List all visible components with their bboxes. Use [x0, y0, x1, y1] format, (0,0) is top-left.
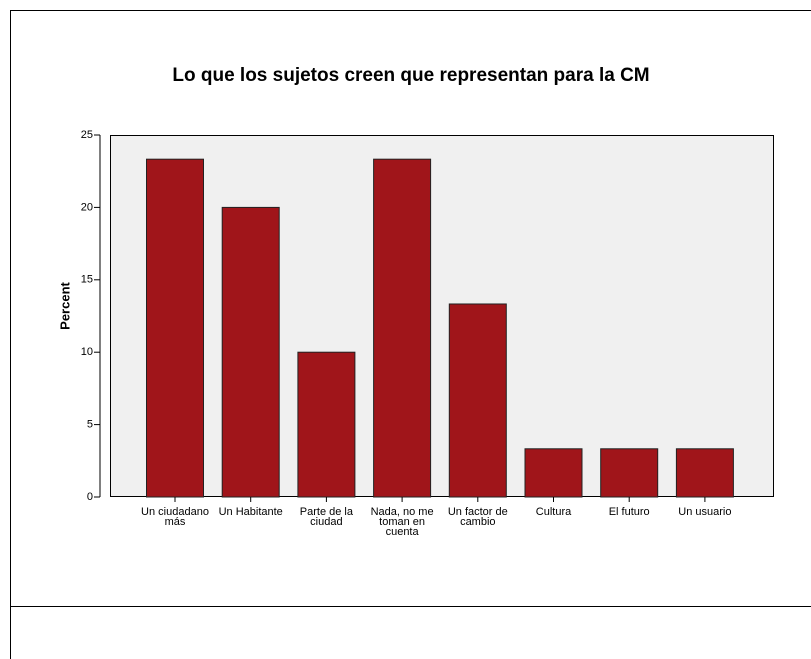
y-tick-label: 0: [87, 491, 93, 503]
x-tick-label: Cultura: [535, 506, 572, 518]
y-tick-label: 25: [81, 129, 93, 141]
y-tick-label: 5: [87, 419, 93, 431]
x-tick-label: El futuro: [608, 506, 650, 518]
bar: [146, 158, 204, 498]
chart-title: Lo que los sujetos creen que representan…: [172, 65, 649, 86]
x-tick-label: Un ciudadano más: [141, 506, 209, 528]
bar: [675, 448, 734, 498]
bar: [373, 158, 432, 498]
plot-area: [110, 135, 774, 497]
bar: [221, 206, 280, 498]
y-tick-label: 15: [81, 274, 93, 286]
bar: [448, 303, 507, 498]
x-tick-label: Un usuario: [678, 506, 732, 518]
bar: [524, 448, 583, 498]
y-tick-label: 10: [81, 346, 93, 358]
y-tick-label: 20: [81, 201, 93, 213]
x-tick-label: Nada, no me toman en cuenta: [370, 506, 434, 538]
x-tick-label: Un factor de cambio: [447, 506, 508, 528]
x-tick-label: Un Habitante: [218, 506, 283, 518]
y-axis-label: Percent: [57, 281, 72, 329]
bar: [297, 351, 356, 498]
frame: [10, 10, 811, 659]
x-tick-label: Parte de la ciudad: [299, 506, 353, 528]
bar: [600, 448, 659, 498]
